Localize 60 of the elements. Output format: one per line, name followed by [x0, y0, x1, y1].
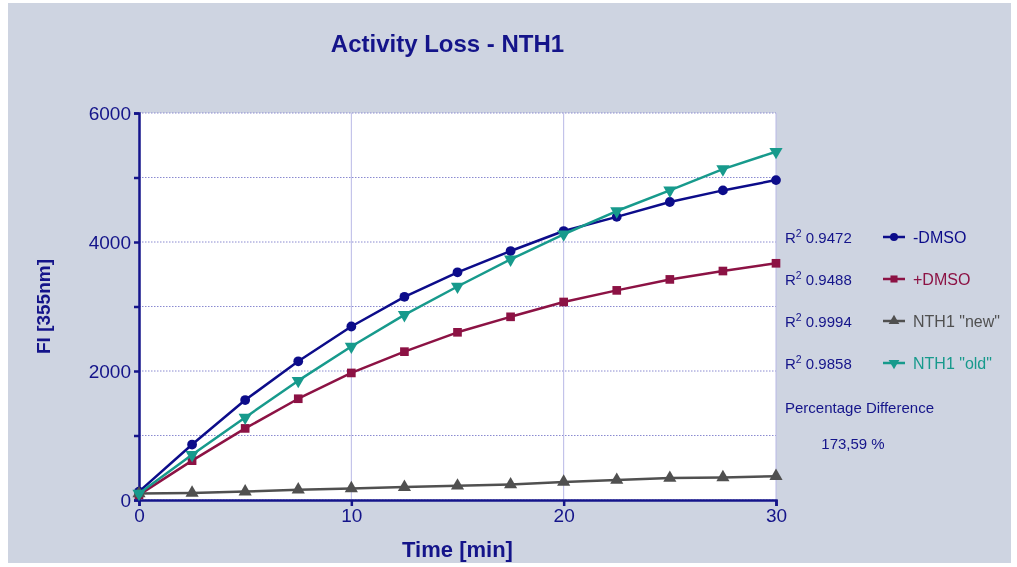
y-axis-title: FI [355nm] [33, 258, 54, 355]
point [665, 275, 675, 284]
legend-label: -DMSO [913, 229, 967, 246]
x-tick-label: 0 [134, 505, 145, 527]
point [504, 255, 518, 268]
point [453, 327, 462, 337]
point [718, 185, 728, 196]
text: R$^{2}$ 0.9994 [785, 311, 852, 330]
x-axis-title: Time [min] [402, 537, 513, 562]
x-tick-label: 30 [765, 505, 788, 527]
point [240, 395, 251, 405]
x-tick-label: 20 [553, 505, 575, 527]
y-tick-label: 2000 [88, 360, 131, 382]
point [185, 485, 199, 497]
point [769, 468, 783, 480]
point [450, 478, 465, 490]
point [771, 175, 781, 185]
point [771, 258, 781, 268]
point [716, 165, 730, 177]
point [559, 297, 568, 307]
point [397, 479, 411, 491]
point [346, 321, 357, 332]
point [506, 312, 515, 322]
text: Percentage Difference [785, 399, 934, 416]
text: R$^{2}$ 0.9488 [785, 269, 852, 288]
point [610, 207, 624, 219]
y-tick-label: 4000 [88, 231, 131, 253]
point [504, 476, 518, 489]
point [610, 472, 624, 484]
point [663, 186, 677, 198]
point [399, 291, 410, 302]
legend-label: +DMSO [913, 271, 971, 288]
point [344, 480, 358, 493]
point [347, 368, 356, 378]
text: R$^{2}$ 0.9858 [785, 353, 852, 372]
point [612, 286, 622, 295]
legend-label: NTH1 "new" [913, 313, 1000, 330]
legend-label: NTH1 "old" [913, 355, 992, 372]
point [293, 356, 304, 367]
chart-title: Activity Loss - NTH1 [330, 30, 565, 57]
x-tick-label: 10 [341, 505, 363, 527]
point [716, 469, 730, 482]
point [400, 347, 409, 356]
text: 173,59 % [821, 435, 885, 452]
point [663, 470, 677, 482]
text: R$^{2}$ 0.9472 [785, 227, 852, 246]
point [450, 282, 465, 295]
point [240, 424, 250, 433]
point [664, 197, 675, 207]
point [557, 474, 571, 486]
point [452, 267, 463, 278]
y-tick-label: 0 [120, 489, 131, 511]
point [769, 147, 783, 160]
point [238, 484, 252, 496]
point [505, 246, 516, 256]
point [291, 482, 305, 494]
point [293, 394, 303, 404]
point [557, 230, 571, 242]
point [187, 439, 197, 450]
y-tick-label: 6000 [88, 102, 131, 124]
